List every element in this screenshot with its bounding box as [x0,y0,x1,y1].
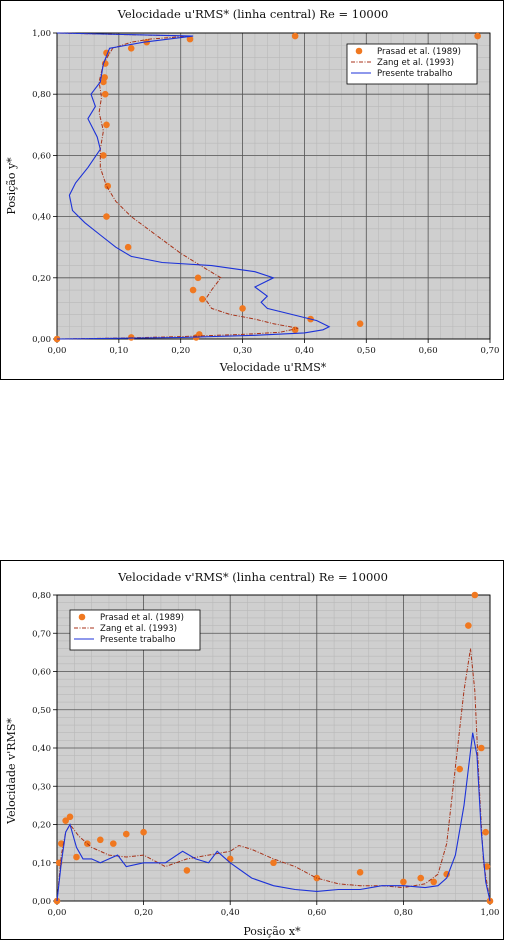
data-point [122,830,130,838]
data-point [100,152,107,159]
data-point [103,213,110,220]
data-point [186,35,194,43]
legend-box [69,609,201,651]
data-point [103,121,110,129]
legend-marker [355,47,363,55]
legend-label: Zang et al. (1993) [100,624,177,634]
data-point [194,274,202,282]
y-axis-label: Velocidade v'RMS* [5,718,18,825]
series-zang-line [56,648,491,902]
x-tick-label: 0,80 [394,908,413,918]
data-point [471,591,479,599]
x-tick-label: 0,50 [357,346,376,356]
chart-title: Velocidade u'RMS* (linha central) Re = 1… [117,7,389,21]
series-prasad-points [53,32,481,343]
data-point [270,859,277,867]
data-point [456,765,463,773]
legend: Prasad et al. (1989)Zang et al. (1993)Pr… [69,609,201,651]
series-presente-line [56,32,331,340]
data-point [486,897,494,905]
x-axis-label: Posição x* [243,925,301,938]
y-tick-label: 0,40 [32,744,51,754]
data-point [226,855,234,863]
x-tick-label: 0,20 [171,346,190,356]
data-point [195,331,203,338]
data-point [356,869,364,876]
data-point [183,867,191,874]
data-point [199,295,206,303]
y-tick-label: 0,40 [32,213,51,223]
data-point [127,45,135,52]
legend-label: Zang et al. (1993) [377,58,454,68]
x-tick-label: 0,00 [48,908,67,918]
chart-u-rms: Velocidade u'RMS* (linha central) Re = 1… [0,0,504,380]
plot-border [56,594,491,902]
plot-border [56,32,491,340]
data-point [66,813,74,821]
y-tick-label: 0,20 [32,274,51,284]
legend-box [346,43,478,85]
y-tick-label: 0,50 [32,706,51,716]
x-tick-label: 0,00 [48,346,67,356]
y-tick-label: 0,20 [32,821,51,831]
data-point [73,853,80,861]
y-axis-label: Posição y* [5,157,18,215]
data-point [478,744,485,752]
x-axis-label: Velocidade u'RMS* [219,361,327,374]
data-point [483,863,491,870]
legend: Prasad et al. (1989)Zang et al. (1993)Pr… [346,43,478,85]
x-tick-label: 0,30 [233,346,252,356]
data-point [356,320,364,328]
y-tick-label: 0,70 [32,629,51,639]
data-point [101,74,108,81]
chart-title: Velocidade v'RMS* (linha central) Re = 1… [117,570,388,584]
data-point [53,897,61,905]
data-point [291,326,299,334]
y-tick-label: 0,00 [32,897,51,907]
x-tick-label: 0,40 [221,908,240,918]
data-point [101,90,109,98]
data-point [124,243,132,251]
y-tick-label: 0,60 [32,151,51,161]
series-presente-line [56,732,491,902]
data-point [109,840,117,847]
data-point [62,817,69,824]
x-tick-label: 1,00 [481,908,500,918]
x-tick-label: 0,70 [481,346,500,356]
legend-marker [78,613,86,621]
x-tick-label: 0,60 [419,346,438,356]
data-point [400,878,407,886]
legend-label: Presente trabalho [100,635,175,645]
x-tick-label: 0,10 [109,346,128,356]
data-point [417,874,425,882]
legend-label: Prasad et al. (1989) [100,613,184,623]
legend-label: Presente trabalho [377,69,452,79]
chart-v-rms: Velocidade v'RMS* (linha central) Re = 1… [0,560,504,940]
data-point [97,836,104,844]
data-point [291,32,299,40]
y-tick-label: 0,30 [32,782,51,792]
y-tick-label: 0,80 [32,591,51,601]
data-point [239,305,246,312]
chart-v-rms-svg: Velocidade v'RMS* (linha central) Re = 1… [5,570,500,938]
y-tick-label: 1,00 [32,29,51,39]
data-point [430,878,438,886]
y-tick-label: 0,60 [32,668,51,678]
data-point [482,828,489,836]
data-point [474,32,481,40]
x-tick-label: 0,60 [307,908,326,918]
legend-label: Prasad et al. (1989) [377,47,461,57]
data-point [140,828,147,836]
data-point [465,622,472,629]
y-tick-label: 0,00 [32,335,51,345]
data-point [189,286,197,294]
x-tick-label: 0,20 [134,908,153,918]
y-tick-label: 0,10 [32,859,51,869]
x-tick-label: 0,40 [295,346,314,356]
chart-u-rms-svg: Velocidade u'RMS* (linha central) Re = 1… [5,7,500,374]
y-tick-label: 0,80 [32,90,51,100]
